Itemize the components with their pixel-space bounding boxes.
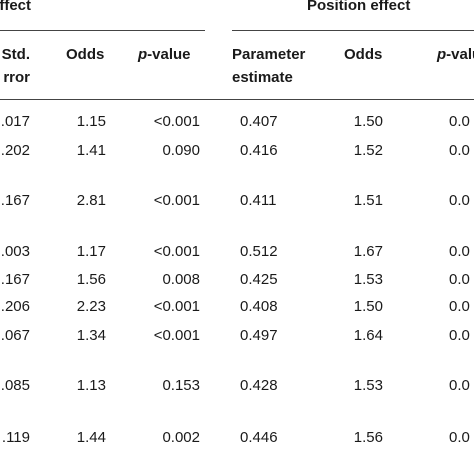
col-header-param-line1: Parameter	[232, 46, 306, 63]
col-header-std-error: Std.	[0, 46, 30, 63]
cell-pvalue-left: 0.008	[162, 271, 200, 288]
cell-pvalue-right: 0.0	[449, 271, 470, 288]
cell-odds-left: 1.56	[76, 271, 106, 288]
cell-pvalue-right: 0.0	[449, 113, 470, 130]
col-header-p-italic-right: p	[437, 46, 447, 63]
group-rule-left	[0, 30, 205, 31]
cell-pvalue-left: <0.001	[153, 243, 200, 260]
cell-odds-right: 1.53	[353, 271, 383, 288]
header-rule	[0, 99, 474, 100]
col-header-odds-left-text: Odds	[66, 46, 105, 63]
cell-odds-left: 1.34	[76, 327, 106, 344]
group-header-left: effect	[0, 0, 31, 14]
col-header-parameter-estimate-2: estimate	[232, 69, 293, 86]
col-header-p-italic-left: p	[138, 46, 148, 63]
cell-std-error: .206	[0, 298, 30, 315]
col-header-std-line1: Std.	[1, 46, 30, 63]
cell-pvalue-right: 0.0	[449, 142, 470, 159]
group-header-left-text: effect	[0, 0, 32, 14]
cell-parameter-estimate: 0.512	[240, 243, 278, 260]
cell-odds-right: 1.53	[353, 377, 383, 394]
cell-pvalue-right: 0.0	[449, 327, 470, 344]
cell-parameter-estimate: 0.408	[240, 298, 278, 315]
cell-std-error: .085	[0, 377, 30, 394]
cell-odds-right: 1.51	[353, 192, 383, 209]
cell-parameter-estimate: 0.416	[240, 142, 278, 159]
col-header-odds-right-text: Odds	[344, 46, 383, 63]
col-header-std-line2: rror	[3, 69, 30, 86]
cell-std-error: .167	[0, 271, 30, 288]
table-row: .167 1.56 0.008 0.425 1.53 0.0	[0, 270, 474, 290]
col-header-pvalue-left: p-value	[138, 46, 191, 63]
cell-parameter-estimate: 0.428	[240, 377, 278, 394]
col-header-parameter-estimate: Parameter	[232, 46, 305, 63]
col-header-odds-right: Odds	[344, 46, 382, 63]
cell-odds-left: 1.41	[76, 142, 106, 159]
cell-std-error: .017	[0, 113, 30, 130]
cell-pvalue-left: 0.153	[162, 377, 200, 394]
table-row: .085 1.13 0.153 0.428 1.53 0.0	[0, 376, 474, 396]
group-header-position-effect: Position effect	[307, 0, 410, 14]
cell-odds-right: 1.64	[353, 327, 383, 344]
cell-odds-right: 1.67	[353, 243, 383, 260]
cell-odds-right: 1.50	[353, 113, 383, 130]
table-row: .003 1.17 <0.001 0.512 1.67 0.0	[0, 242, 474, 262]
table-row: .202 1.41 0.090 0.416 1.52 0.0	[0, 141, 474, 161]
cell-pvalue-left: <0.001	[153, 298, 200, 315]
cell-odds-left: 1.17	[76, 243, 106, 260]
col-header-odds-left: Odds	[66, 46, 104, 63]
cell-pvalue-left: 0.090	[162, 142, 200, 159]
cell-std-error: .119	[1, 429, 30, 446]
col-header-std-error-2: rror	[0, 69, 30, 86]
cell-odds-left: 1.15	[76, 113, 106, 130]
cell-parameter-estimate: 0.446	[240, 429, 278, 446]
cell-parameter-estimate: 0.411	[240, 192, 277, 209]
cell-std-error: .003	[0, 243, 30, 260]
col-header-p-rest-right: -valu	[446, 46, 474, 63]
cell-std-error: .067	[0, 327, 30, 344]
table-row: .206 2.23 <0.001 0.408 1.50 0.0	[0, 297, 474, 317]
col-header-pvalue-right: p-valu	[437, 46, 474, 63]
table-row: .119 1.44 0.002 0.446 1.56 0.0	[0, 428, 474, 448]
cell-pvalue-left: <0.001	[153, 327, 200, 344]
cell-pvalue-right: 0.0	[449, 298, 470, 315]
cell-odds-right: 1.56	[353, 429, 383, 446]
table-row: .017 1.15 <0.001 0.407 1.50 0.0	[0, 112, 474, 132]
cell-odds-left: 1.13	[76, 377, 106, 394]
cell-pvalue-left: 0.002	[162, 429, 200, 446]
cell-std-error: .202	[0, 142, 30, 159]
table-row: .067 1.34 <0.001 0.497 1.64 0.0	[0, 326, 474, 346]
cell-parameter-estimate: 0.425	[240, 271, 278, 288]
cell-odds-right: 1.50	[353, 298, 383, 315]
cell-odds-left: 1.44	[76, 429, 106, 446]
group-header-right-text: Position effect	[307, 0, 411, 14]
cell-parameter-estimate: 0.407	[240, 113, 278, 130]
cell-pvalue-right: 0.0	[449, 243, 470, 260]
cell-pvalue-left: <0.001	[153, 113, 200, 130]
cell-odds-left: 2.81	[76, 192, 106, 209]
cell-pvalue-right: 0.0	[449, 377, 470, 394]
cell-odds-left: 2.23	[76, 298, 106, 315]
cell-pvalue-right: 0.0	[449, 429, 470, 446]
group-rule-right	[232, 30, 474, 31]
col-header-param-line2: estimate	[232, 69, 293, 86]
cell-pvalue-left: <0.001	[153, 192, 200, 209]
cell-parameter-estimate: 0.497	[240, 327, 278, 344]
cell-std-error: .167	[0, 192, 30, 209]
cell-pvalue-right: 0.0	[449, 192, 470, 209]
table-row: .167 2.81 <0.001 0.411 1.51 0.0	[0, 191, 474, 211]
cell-odds-right: 1.52	[353, 142, 383, 159]
col-header-p-rest-left: -value	[147, 46, 191, 63]
